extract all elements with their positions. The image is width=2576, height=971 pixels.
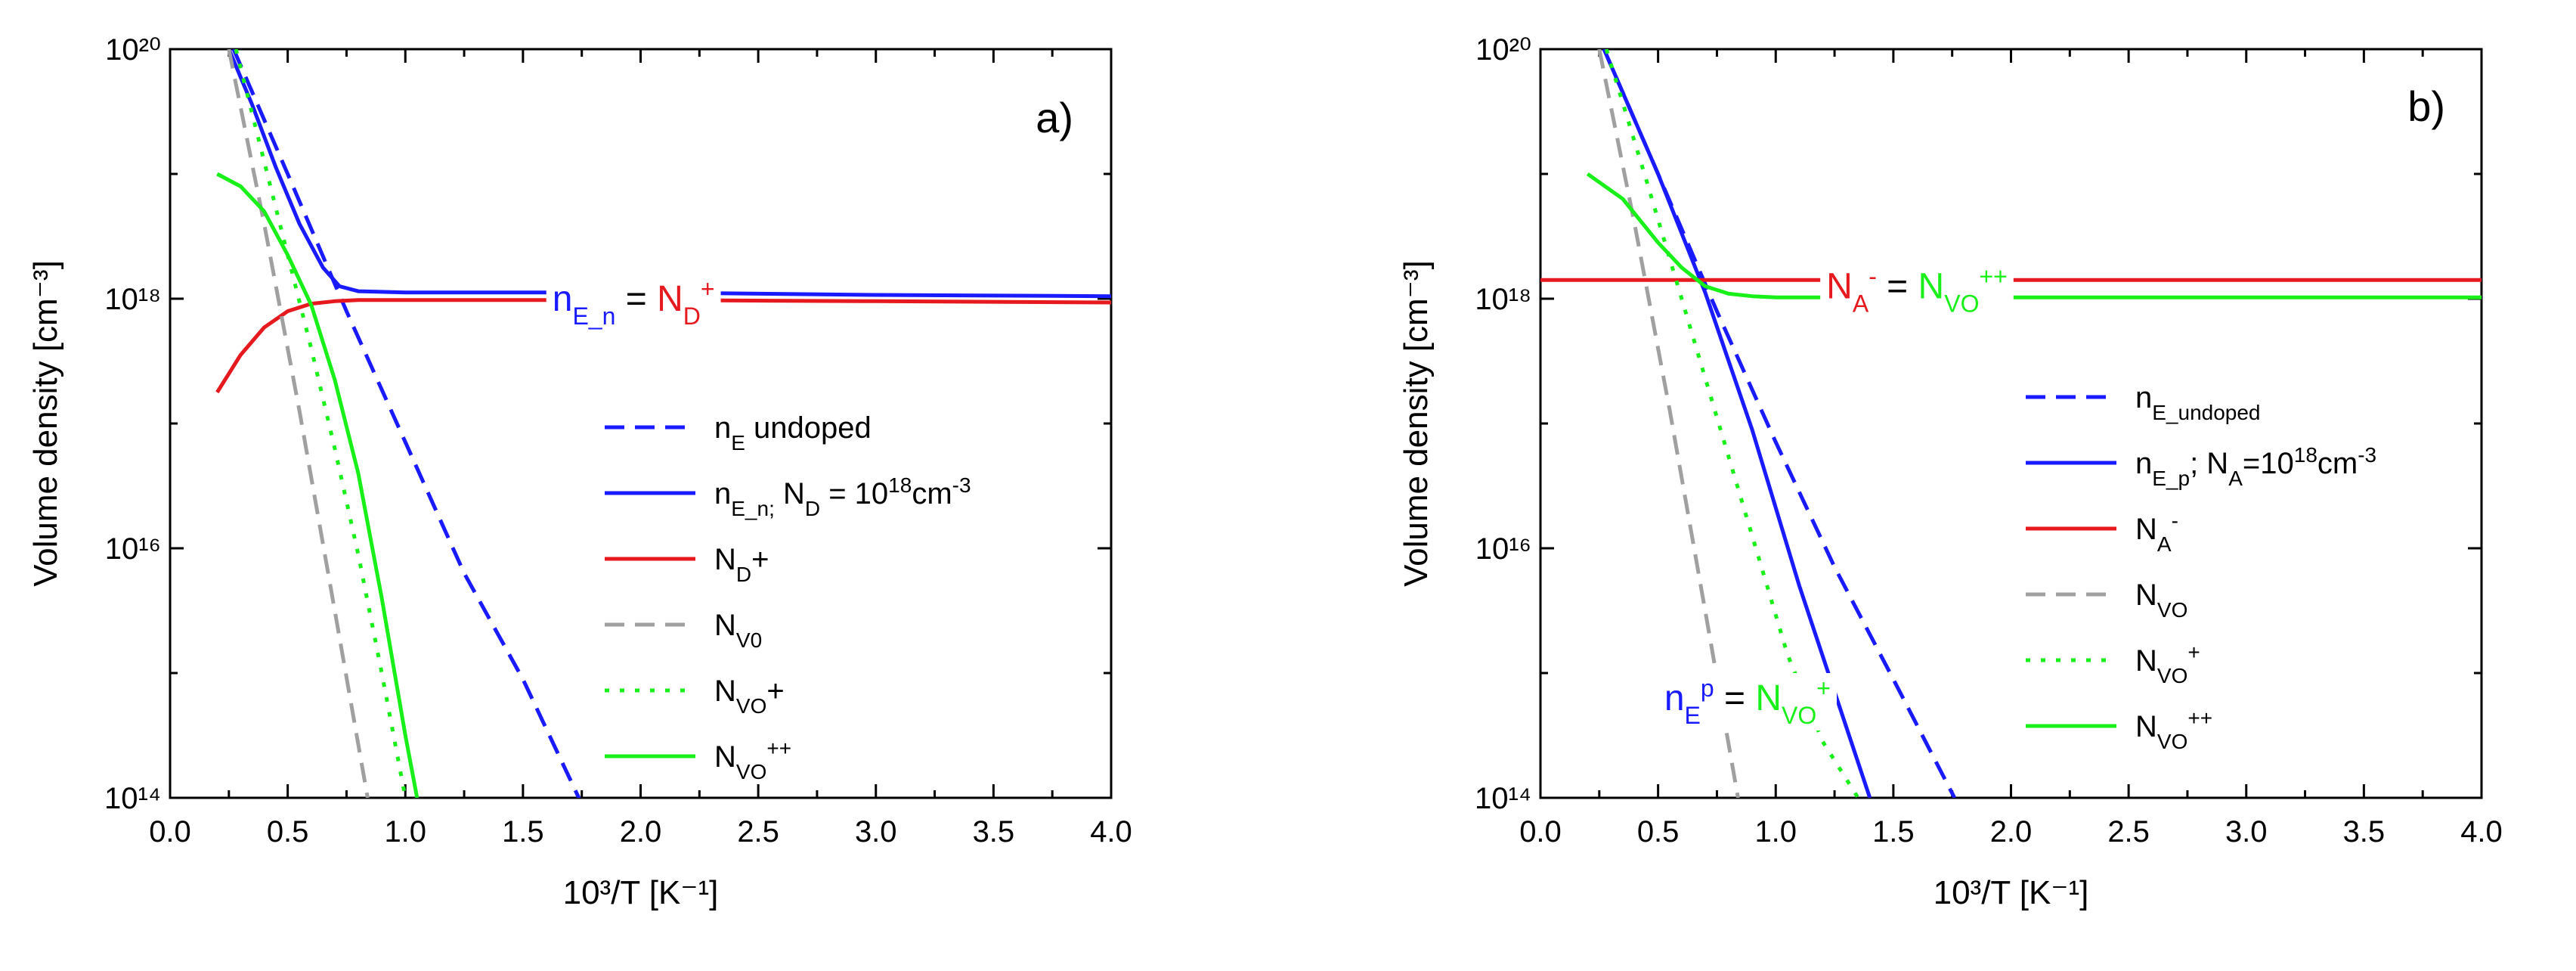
x-tick-label: 1.0 [384,815,426,848]
legend-entry-label: NV0 [714,609,762,652]
x-tick-label: 3.5 [2343,815,2386,848]
y-tick-label: 10¹⁶ [1475,532,1531,566]
x-tick-label: 0.5 [1637,815,1680,848]
x-tick-label: 2.0 [1990,815,2033,848]
legend-entry-label: ND+ [714,543,769,586]
x-tick-label: 0.0 [149,815,191,848]
series-line-3 [227,49,370,798]
series-line-5 [216,172,420,798]
series-line-4 [234,49,407,798]
legend-entry-label: NVO++ [2135,706,2212,753]
legend: nE_undoped nE_p; NA=1018cm-3 NA- NVO NVO+ NVO… [2026,381,2376,753]
x-axis-title: 10³/T [K⁻¹] [1934,874,2089,911]
y-tick-label: 10¹⁸ [1475,283,1531,316]
annotation-background [1820,261,2014,319]
x-tick-label: 1.0 [1754,815,1797,848]
x-axis-title: 10³/T [K⁻¹] [563,874,719,911]
x-tick-label: 3.0 [855,815,897,848]
series-line-5 [1586,172,2482,299]
series-line-3 [1597,49,1740,798]
legend-entry-label: NVO+ [2135,641,2200,687]
x-tick-label: 0.0 [1519,815,1562,848]
legend-entry-label: NVO++ [714,737,791,783]
chart-panel-b: 0.0 0.5 1.0 1.5 2.0 2.5 3.0 3.5 4.0 10¹⁴ 10¹⁶ 10¹⁸ 1… [1398,33,2503,911]
plot-frame [169,48,1113,799]
legend-entry-label: NVO+ [714,675,785,718]
annotation-background [1658,673,1837,731]
panel-label: a) [1036,94,1073,141]
x-tick-label: 4.0 [1090,815,1132,848]
x-tick-label: 3.0 [2225,815,2268,848]
legend-entry-label: nE_undoped [2135,381,2261,424]
annotation-background [546,274,721,331]
legend-entry-label: nE_p; NA=1018cm-3 [2135,443,2376,490]
y-tick-label: 10²⁰ [105,33,161,67]
x-tick-label: 2.5 [737,815,779,848]
chart-panel-a: 0.0 0.5 1.0 1.5 2.0 2.5 3.0 3.5 4.0 10¹⁴ 10¹⁶ 10¹⁸ 1… [27,33,1132,911]
legend-entry-label: NA- [2135,509,2178,556]
x-tick-label: 4.0 [2460,815,2503,848]
y-tick-label: 10¹⁴ [1475,782,1531,815]
x-tick-label: 0.5 [267,815,309,848]
series-line-0 [231,49,581,798]
legend: nE undoped nE_n; ND = 1018cm-3 ND+ NV0 NVO+ N… [605,411,971,783]
x-tick-label: 2.0 [620,815,662,848]
x-tick-label: 2.5 [2107,815,2150,848]
y-axis-title: Volume density [cm⁻³] [1398,260,1435,587]
legend-entry-label: NVO [2135,579,2187,622]
panel-label: b) [2407,82,2445,130]
y-axis-title: Volume density [cm⁻³] [27,260,64,587]
series-line-1 [227,49,1111,299]
x-tick-label: 1.5 [1872,815,1915,848]
y-tick-label: 10¹⁴ [104,782,161,815]
y-tick-label: 10²⁰ [1475,33,1531,67]
y-tick-label: 10¹⁸ [104,283,161,316]
legend-entry-label: nE_n; ND = 1018cm-3 [714,473,971,520]
x-tick-label: 1.5 [502,815,544,848]
legend-entry-label: nE undoped [714,411,872,454]
y-tick-label: 10¹⁶ [105,532,161,566]
x-tick-label: 3.5 [973,815,1015,848]
